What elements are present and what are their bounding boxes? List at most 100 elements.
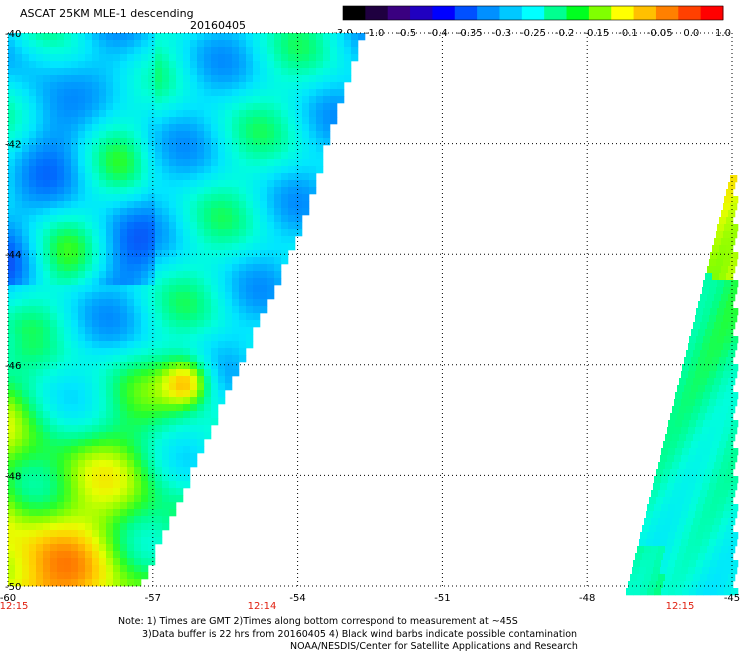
swath-cell [134,131,142,139]
swath-cell [36,173,44,181]
swath-cell [232,236,240,244]
swath-cell [64,138,72,146]
swath-cell [204,348,212,356]
swath-cell [120,572,128,580]
swath-cell [239,131,247,139]
swath-cell [281,180,289,188]
swath-cell [204,159,212,167]
swath-cell [686,546,694,554]
swath-cell [709,259,717,267]
swath-cell [246,124,254,132]
swath-cell [99,208,107,216]
swath-cell [204,355,212,363]
swath-cell [169,467,177,475]
swath-cell [148,334,156,342]
swath-cell [8,341,16,349]
swath-cell [106,54,114,62]
swath-cell [712,273,720,281]
swath-cell [106,369,114,377]
swath-cell [78,558,86,566]
swath-cell [651,546,659,554]
swath-cell [15,320,23,328]
swath-cell [162,474,170,482]
swath-cell [197,285,205,293]
swath-cell [120,558,128,566]
swath-cell [127,481,135,489]
swath-cell [302,54,310,62]
swath-cell [134,551,142,559]
swath-cell [29,47,37,55]
swath-cell [85,432,93,440]
swath-cell [731,560,739,568]
swath-cell [92,474,100,482]
swath-cell [717,392,725,400]
swath-cell [43,306,51,314]
swath-cell [288,159,296,167]
swath-cell [169,215,177,223]
swath-cell [71,467,79,475]
swath-cell [85,516,93,524]
swath-cell [15,47,23,55]
swath-cell [22,75,30,83]
swath-cell [211,117,219,125]
swath-cell [684,553,692,561]
swath-cell [71,285,79,293]
swath-cell [141,103,149,111]
swath-cell [113,96,121,104]
swath-cell [211,187,219,195]
swath-cell [71,124,79,132]
swath-cell [162,145,170,153]
swath-cell [309,159,317,167]
swath-cell [78,229,86,237]
swath-cell [78,313,86,321]
swath-cell [162,243,170,251]
swath-cell [696,532,704,540]
swath-cell [43,47,51,55]
swath-cell [22,299,30,307]
swath-cell [36,348,44,356]
swath-cell [232,313,240,321]
swath-cell [99,145,107,153]
swath-cell [43,425,51,433]
swath-cell [141,54,149,62]
swath-cell [204,229,212,237]
swath-cell [658,490,666,498]
swath-cell [260,187,268,195]
swath-cell [141,187,149,195]
swath-cell [169,159,177,167]
swath-cell [323,103,331,111]
swath-cell [36,131,44,139]
swath-cell [43,544,51,552]
swath-cell [29,229,37,237]
swath-cell [127,201,135,209]
swath-cell [43,110,51,118]
swath-cell [106,75,114,83]
colorbar-label: 1.0 [715,28,731,39]
swath-cell [64,145,72,153]
swath-cell [246,229,254,237]
swath-cell [197,54,205,62]
swath-cell [141,495,149,503]
swath-cell [50,61,58,69]
swath-cell [731,448,739,456]
swath-cell [106,89,114,97]
swath-cell [204,33,212,41]
swath-cell [127,285,135,293]
swath-cell [712,553,720,561]
swath-cell [674,455,682,463]
swath-cell [85,194,93,202]
swath-cell [78,243,86,251]
swath-cell [148,537,156,545]
swath-cell [239,271,247,279]
swath-cell [106,229,114,237]
swath-cell [134,523,142,531]
swath-cell [141,180,149,188]
swath-cell [169,355,177,363]
swath-cell [656,525,664,533]
swath-cell [155,75,163,83]
swath-cell [71,537,79,545]
swath-cell [141,404,149,412]
swath-cell [57,474,65,482]
swath-cell [162,208,170,216]
swath-cell [36,96,44,104]
